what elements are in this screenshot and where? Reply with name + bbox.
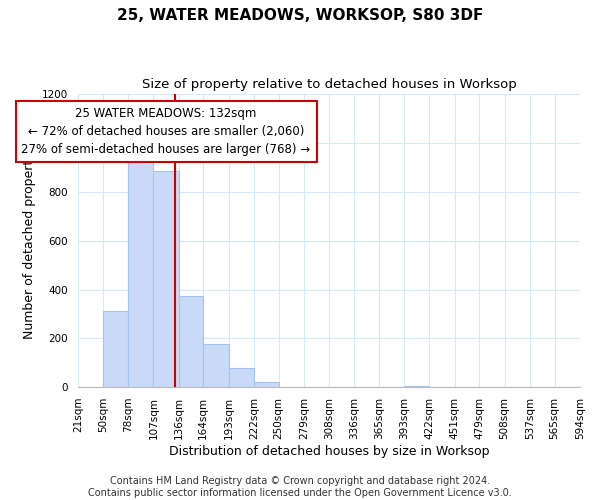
Bar: [103, 312, 128, 387]
Text: Contains HM Land Registry data © Crown copyright and database right 2024.
Contai: Contains HM Land Registry data © Crown c…: [88, 476, 512, 498]
Bar: [128, 147, 154, 387]
Bar: [229, 368, 254, 387]
Bar: [154, 172, 179, 387]
Bar: [404, 386, 430, 387]
Text: 25 WATER MEADOWS: 132sqm
← 72% of detached houses are smaller (2,060)
27% of sem: 25 WATER MEADOWS: 132sqm ← 72% of detach…: [22, 106, 311, 156]
X-axis label: Distribution of detached houses by size in Worksop: Distribution of detached houses by size …: [169, 444, 489, 458]
Y-axis label: Number of detached properties: Number of detached properties: [23, 142, 37, 340]
Bar: [203, 344, 229, 387]
Bar: [254, 382, 278, 387]
Bar: [179, 296, 203, 387]
Title: Size of property relative to detached houses in Worksop: Size of property relative to detached ho…: [142, 78, 517, 90]
Text: 25, WATER MEADOWS, WORKSOP, S80 3DF: 25, WATER MEADOWS, WORKSOP, S80 3DF: [117, 8, 483, 22]
